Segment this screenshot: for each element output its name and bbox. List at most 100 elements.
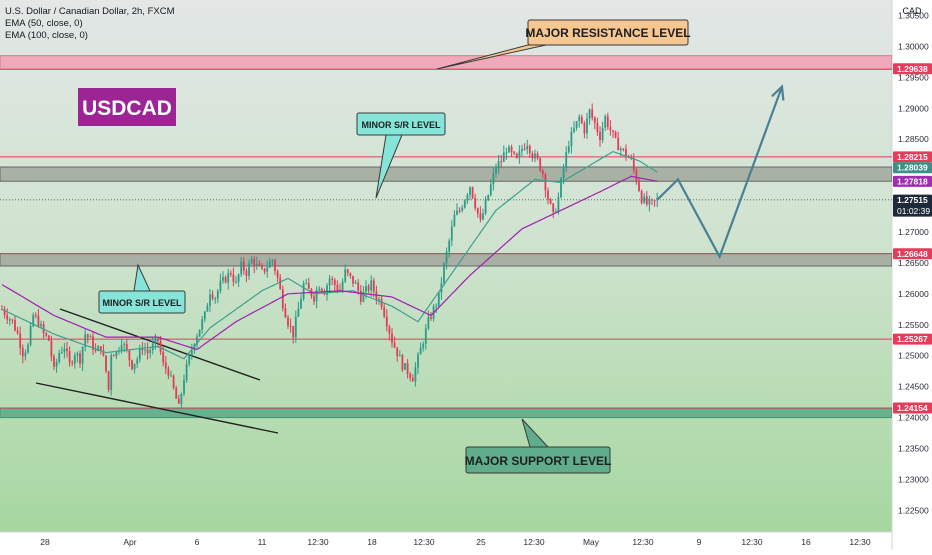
candle-body: [245, 270, 248, 276]
candle: [190, 343, 193, 360]
candle: [453, 210, 456, 227]
candle: [474, 193, 477, 211]
candle: [258, 260, 261, 267]
symbol-title[interactable]: U.S. Dollar / Canadian Dollar, 2h, FXCM: [5, 6, 175, 17]
time-axis-background: [0, 532, 892, 550]
candle: [235, 276, 237, 284]
candle-body: [320, 288, 323, 292]
candle: [146, 342, 149, 360]
candle: [159, 335, 162, 355]
candle: [287, 315, 289, 329]
candle-body: [492, 173, 495, 185]
candle-body: [622, 148, 625, 150]
candle: [8, 317, 11, 326]
candle-body: [79, 353, 81, 364]
candle: [645, 191, 648, 207]
candle: [354, 279, 357, 284]
candle: [515, 152, 518, 159]
candle: [294, 310, 297, 343]
candle-body: [235, 281, 237, 283]
candle-body: [183, 379, 185, 394]
candle-body: [609, 126, 612, 131]
candle: [393, 336, 396, 349]
candle: [242, 257, 245, 275]
candle-body: [406, 363, 409, 374]
candle-body: [557, 197, 560, 212]
candle: [224, 275, 227, 284]
price-tag-box: [893, 248, 932, 260]
candle-body: [367, 286, 370, 291]
candle: [391, 328, 393, 348]
candle-body: [32, 315, 35, 327]
candle-body: [336, 284, 339, 291]
candle-body: [240, 261, 243, 275]
candle-body: [6, 314, 9, 320]
x-tick-label: 11: [258, 537, 267, 547]
candle: [599, 126, 601, 147]
candle: [489, 179, 492, 197]
candle-body: [274, 260, 276, 271]
candle: [313, 294, 315, 306]
candle: [253, 255, 256, 274]
candle: [380, 295, 383, 310]
x-tick-label: May: [583, 537, 600, 547]
candle: [640, 189, 643, 205]
candle: [344, 264, 347, 283]
ema100-legend[interactable]: EMA (100, close, 0): [5, 30, 88, 41]
candle-body: [172, 375, 175, 388]
candle-body: [612, 130, 614, 132]
candle-body: [497, 161, 500, 169]
price-tag: 1.29638: [893, 63, 932, 75]
x-tick-label: Apr: [123, 537, 136, 547]
price-tag-box: [893, 162, 932, 174]
candle: [549, 197, 552, 205]
price-tag: 1.28039: [893, 162, 932, 174]
candle: [40, 320, 42, 328]
minor-sr-top-callout: MINOR S/R LEVEL: [356, 112, 446, 199]
price-tag: 1.26648: [893, 248, 932, 260]
candle-body: [651, 199, 653, 201]
candle-body: [570, 131, 573, 147]
candle-body: [573, 128, 575, 132]
candle-body: [177, 398, 180, 404]
candle-body: [261, 265, 263, 269]
x-tick-label: 12:30: [741, 537, 763, 547]
ema50-legend[interactable]: EMA (50, close, 0): [5, 18, 83, 29]
candle-body: [424, 328, 427, 344]
candle-body: [359, 290, 362, 302]
candle-body: [63, 348, 66, 353]
candle: [133, 363, 136, 374]
candle: [648, 195, 651, 212]
candle-body: [279, 277, 282, 290]
candle-body: [541, 170, 544, 175]
candle: [606, 112, 609, 131]
candle-body: [136, 359, 139, 364]
candle: [544, 172, 547, 198]
candle: [105, 355, 107, 374]
candle: [68, 346, 71, 367]
candle-body: [157, 338, 159, 341]
candle-body: [175, 387, 178, 399]
candle-body: [648, 199, 651, 205]
candle: [596, 117, 599, 136]
candle-body: [214, 298, 217, 300]
candle-body: [534, 153, 536, 159]
candle: [248, 259, 250, 280]
candle: [419, 342, 422, 355]
candle: [136, 356, 139, 368]
candle-body: [292, 326, 295, 338]
candle: [66, 341, 68, 358]
candle: [292, 326, 295, 344]
candle-body: [144, 349, 146, 351]
price-tag-box: [893, 402, 932, 414]
candle: [73, 352, 76, 369]
candle: [6, 308, 9, 325]
candle: [177, 394, 180, 404]
x-tick-label: 12:30: [413, 537, 435, 547]
candle-body: [318, 288, 321, 291]
candle: [107, 370, 110, 393]
candle-body: [86, 334, 89, 338]
candle-body: [255, 263, 258, 267]
